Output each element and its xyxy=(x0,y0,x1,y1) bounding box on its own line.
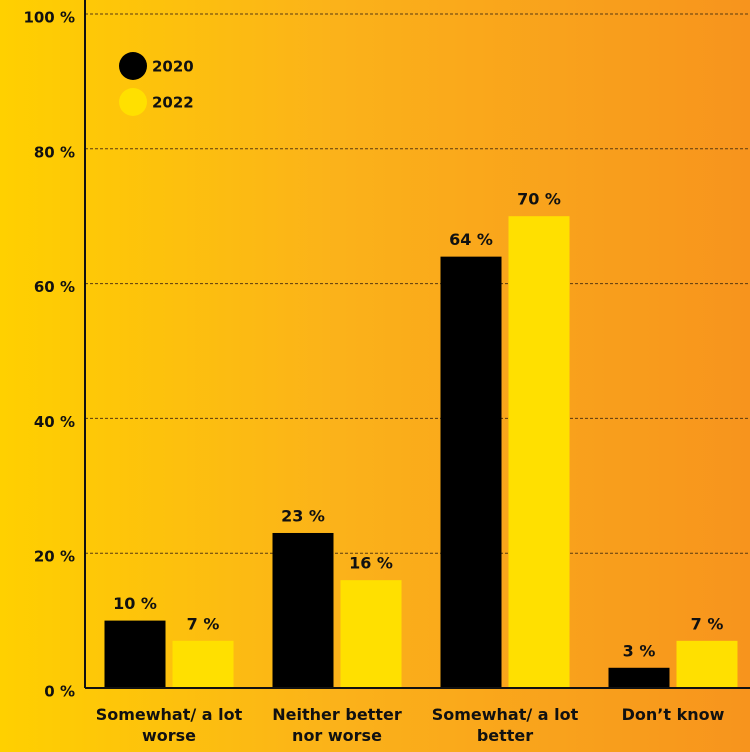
y-tick-label: 20 % xyxy=(34,548,75,566)
value-label: 7 % xyxy=(691,614,724,633)
legend-swatch xyxy=(119,52,147,80)
x-tick-label: Neither better nor worse xyxy=(272,705,402,745)
bar xyxy=(172,640,234,688)
legend-swatch xyxy=(119,88,147,116)
bar xyxy=(508,216,570,688)
bar xyxy=(104,620,166,688)
value-label: 7 % xyxy=(187,614,220,633)
value-label: 16 % xyxy=(349,554,393,573)
y-tick-label: 80 % xyxy=(34,143,75,161)
value-label: 3 % xyxy=(623,641,656,660)
x-tick-label: Somewhat/ a lot worse xyxy=(95,705,243,745)
legend-label: 2020 xyxy=(152,58,194,76)
y-tick-label: 100 % xyxy=(23,9,75,27)
bar xyxy=(608,667,670,688)
bar xyxy=(272,532,334,688)
value-label: 70 % xyxy=(517,190,561,209)
y-tick-label: 0 % xyxy=(44,683,75,701)
y-tick-label: 40 % xyxy=(34,413,75,431)
bar xyxy=(676,640,738,688)
x-tick-label: Don’t know xyxy=(621,705,725,724)
x-tick-label: Somewhat/ a lot better xyxy=(431,705,579,745)
value-label: 10 % xyxy=(113,594,157,613)
bar xyxy=(340,580,402,688)
bar xyxy=(440,256,502,688)
y-tick-label: 60 % xyxy=(34,278,75,296)
value-label: 64 % xyxy=(449,230,493,249)
value-label: 23 % xyxy=(281,506,325,525)
legend-label: 2022 xyxy=(152,94,194,112)
